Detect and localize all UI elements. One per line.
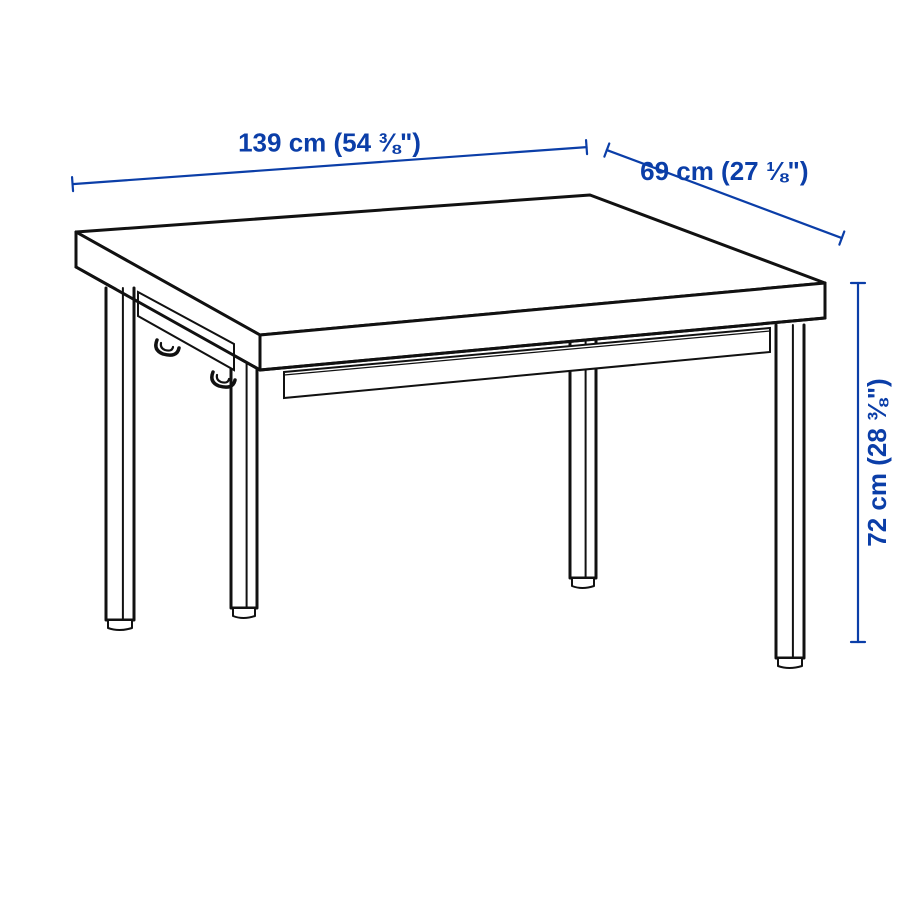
table-dimension-diagram: 139 cm (54 ⅜") 69 cm (27 ⅛") 72 cm (28 ⅜") (0, 0, 900, 900)
dimension-depth-label: 69 cm (27 ⅛") (640, 156, 808, 186)
dimension-height-label: 72 cm (28 ⅜") (862, 378, 892, 546)
dimension-length-label: 139 cm (54 ⅜") (238, 128, 421, 158)
